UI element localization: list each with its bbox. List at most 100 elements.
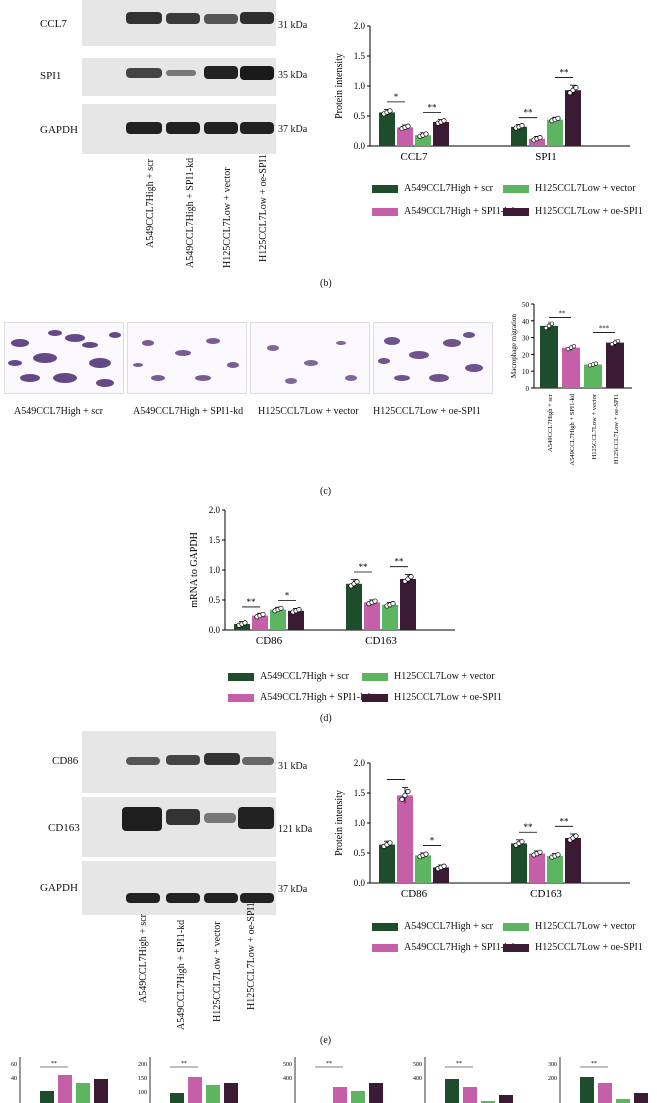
- blot-gapdh: [82, 104, 276, 154]
- data-point: [296, 607, 302, 613]
- data-point: [546, 323, 552, 328]
- micrograph-1: [4, 322, 124, 394]
- legend-d-1: A549CCL7High + scr: [228, 671, 349, 682]
- data-point: [543, 325, 549, 331]
- data-point: [408, 574, 414, 580]
- legend-d-4-label: H125CCL7Low + oe-SPI1: [394, 692, 502, 703]
- data-point: [372, 598, 378, 604]
- bar: [511, 126, 527, 146]
- legend-b-3-label: A549CCL7High + SPI1-kd: [404, 206, 515, 217]
- data-point: [354, 579, 360, 585]
- blot-cd86: [82, 731, 276, 793]
- data-point: [423, 131, 429, 137]
- data-point: [555, 115, 561, 121]
- data-point: [537, 135, 543, 141]
- bar: [382, 604, 398, 630]
- mini-bar: [634, 1093, 648, 1103]
- bar: [397, 795, 413, 883]
- mini-y-tick-label: 400: [413, 1076, 422, 1082]
- micrograph-3: [250, 322, 370, 394]
- legend-d-1-label: A549CCL7High + scr: [260, 671, 349, 682]
- panel-f-cropped-charts: 60 40 ** 200 150 100 ** 500 400 ** 500 400 ** 300 200 *…: [11, 1057, 648, 1103]
- category-label: H125CCL7Low + vector: [591, 393, 598, 459]
- data-point: [549, 321, 555, 326]
- mini-y-tick-label: 500: [283, 1062, 292, 1068]
- data-point: [537, 849, 543, 855]
- data-point: [242, 620, 248, 626]
- legend-e-4-label: H125CCL7Low + oe-SPI1: [535, 942, 643, 953]
- y-tick-label: 1.0: [209, 565, 221, 575]
- y-tick-label: 50: [522, 301, 530, 309]
- bar: [364, 602, 380, 630]
- bar: [397, 127, 413, 146]
- y-tick-label: 1.5: [354, 788, 366, 798]
- bar: [415, 135, 431, 146]
- data-point: [573, 833, 579, 839]
- category-label: SPI1: [535, 151, 556, 163]
- micrograph-4: [373, 322, 493, 394]
- lane-label-e-2: A549CCL7High + SPI1-kd: [176, 919, 187, 1030]
- blot-label-cd86: CD86: [52, 755, 79, 767]
- data-point: [260, 611, 266, 617]
- lane-label-b-2: A549CCL7High + SPI1-kd: [185, 157, 196, 268]
- data-point: [390, 601, 396, 607]
- data-point: [278, 605, 284, 611]
- category-label: CD163: [365, 635, 397, 647]
- bar: [252, 615, 268, 630]
- blot-label-cd163: CD163: [48, 822, 80, 834]
- mini-bar: [333, 1087, 347, 1103]
- data-point: [441, 863, 447, 869]
- data-point: [399, 796, 405, 802]
- data-point: [519, 123, 525, 129]
- lane-label-e-3: H125CCL7Low + vector: [212, 921, 223, 1022]
- legend-d-3-label: A549CCL7High + SPI1-kd: [260, 692, 371, 703]
- y-tick-label: 1.5: [354, 51, 366, 61]
- bar: [415, 855, 431, 883]
- significance-label: **: [559, 309, 567, 317]
- mini-bar: [224, 1083, 238, 1103]
- bar: [511, 843, 527, 883]
- mini-y-tick-label: 500: [413, 1062, 422, 1068]
- significance-label: *: [394, 92, 399, 102]
- y-tick-label: 0.5: [354, 848, 366, 858]
- bar: [379, 112, 395, 146]
- panel-label-b: (b): [320, 278, 332, 289]
- y-axis-label: Protein intensity: [334, 53, 345, 119]
- micrograph-caption-1: A549CCL7High + scr: [14, 406, 103, 417]
- bar: [234, 624, 250, 630]
- bar: [540, 325, 558, 388]
- kda-cd86: 31 kDa: [278, 761, 308, 772]
- kda-gapdh-e: 37 kDa: [278, 884, 308, 895]
- legend-e-2-label: H125CCL7Low + vector: [535, 921, 636, 932]
- chart-c-macrophage-migration: 0 10 20 30 40 50 Macrophage migration A549CCL7H…: [510, 301, 632, 466]
- significance-label: ***: [599, 325, 610, 333]
- y-tick-label: 0.5: [209, 595, 221, 605]
- mini-sig-label: **: [326, 1061, 332, 1067]
- data-point: [593, 361, 599, 366]
- y-tick-label: 0: [526, 385, 530, 393]
- significance-label: *: [430, 835, 435, 845]
- legend-e-1: A549CCL7High + scr: [372, 921, 493, 932]
- bar: [400, 579, 416, 630]
- category-label: H125CCL7Low + oe-SPI1: [613, 394, 620, 464]
- y-tick-label: 0.5: [354, 111, 366, 121]
- data-point: [555, 852, 561, 858]
- mini-bar: [76, 1083, 90, 1103]
- y-tick-label: 0.0: [209, 625, 221, 635]
- bar: [547, 119, 563, 146]
- bar: [288, 610, 304, 630]
- legend-b-3: A549CCL7High + SPI1-kd: [372, 206, 514, 217]
- mini-sig-label: **: [591, 1061, 597, 1067]
- data-point: [571, 344, 577, 349]
- y-tick-label: 20: [522, 351, 530, 359]
- mini-y-tick-label: 300: [548, 1062, 557, 1068]
- mini-bar: [40, 1091, 54, 1103]
- significance-label: **: [524, 822, 534, 832]
- blot-label-spi1: SPI1: [40, 70, 62, 82]
- legend-b-4-label: H125CCL7Low + oe-SPI1: [535, 206, 643, 217]
- bar: [606, 342, 624, 388]
- micrograph-caption-4: H125CCL7Low + oe-SPI1: [373, 406, 481, 417]
- y-tick-label: 40: [522, 318, 530, 326]
- blot-label-ccl7: CCL7: [40, 18, 67, 30]
